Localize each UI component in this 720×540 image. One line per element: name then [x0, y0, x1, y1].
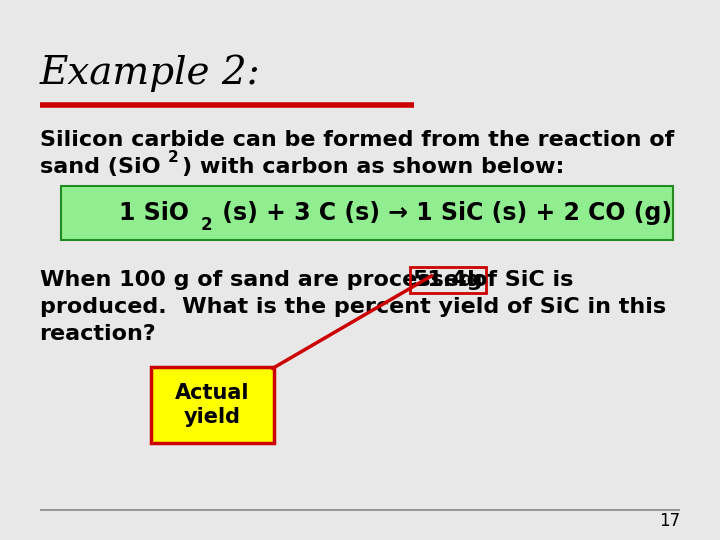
Text: 17: 17 [660, 512, 680, 530]
Text: 1 SiO: 1 SiO [119, 201, 189, 225]
Text: 2: 2 [168, 150, 179, 165]
FancyBboxPatch shape [61, 186, 673, 240]
FancyBboxPatch shape [151, 367, 274, 443]
Text: 2: 2 [200, 216, 212, 234]
Text: Actual
yield: Actual yield [175, 383, 250, 427]
Text: Silicon carbide can be formed from the reaction of: Silicon carbide can be formed from the r… [40, 130, 674, 150]
Text: ) with carbon as shown below:: ) with carbon as shown below: [182, 157, 564, 177]
Text: of SiC is: of SiC is [472, 270, 573, 290]
Text: (s) + 3 C (s) → 1 SiC (s) + 2 CO (g): (s) + 3 C (s) → 1 SiC (s) + 2 CO (g) [214, 201, 672, 225]
Text: When 100 g of sand are processed,: When 100 g of sand are processed, [40, 270, 482, 290]
Text: Example 2:: Example 2: [40, 54, 261, 91]
Text: sand (SiO: sand (SiO [40, 157, 161, 177]
Text: 51.4g: 51.4g [413, 270, 483, 290]
Text: produced.  What is the percent yield of SiC in this: produced. What is the percent yield of S… [40, 297, 666, 317]
Text: reaction?: reaction? [40, 324, 156, 344]
